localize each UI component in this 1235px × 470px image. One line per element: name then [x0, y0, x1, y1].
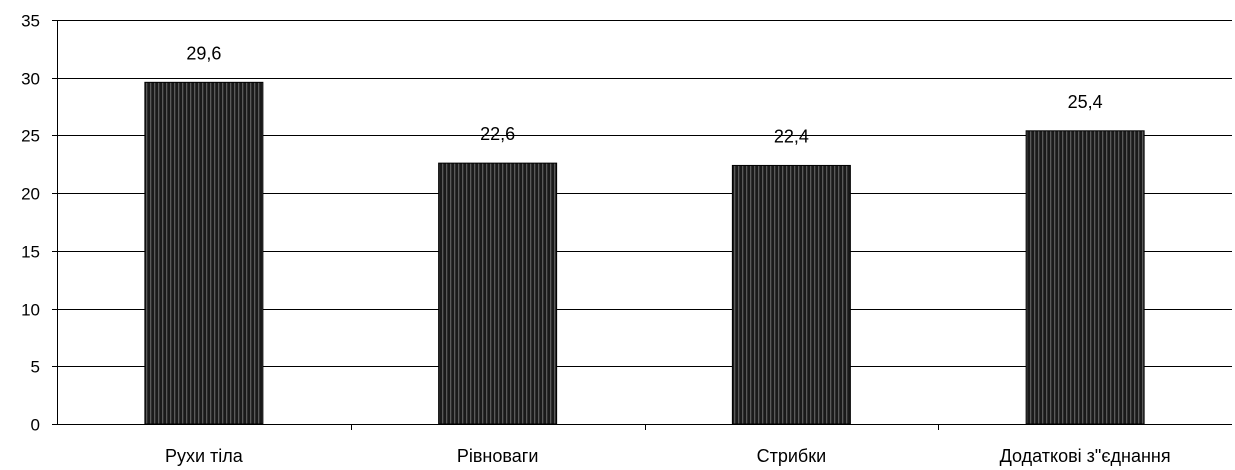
data-label: 22,4	[774, 126, 809, 146]
x-tick-label: Додаткові з"єднання	[1000, 446, 1171, 466]
y-tick-label: 35	[21, 12, 40, 31]
bar	[1025, 130, 1145, 425]
y-tick-label: 10	[21, 301, 40, 320]
data-label: 29,6	[186, 43, 221, 63]
y-tick-labels: 0 5 10 15 20 25 30 35	[21, 12, 40, 435]
bar	[731, 164, 851, 425]
data-labels: 29,6 22,6 22,4 25,4	[186, 43, 1102, 146]
x-tick-label: Рухи тіла	[165, 446, 244, 466]
y-tick-label: 15	[21, 243, 40, 262]
x-tick-label: Рівноваги	[457, 446, 539, 466]
data-label: 22,6	[480, 124, 515, 144]
data-label: 25,4	[1068, 92, 1103, 112]
bars	[144, 81, 1145, 425]
x-tick-labels: Рухи тіла Рівноваги Стрибки Додаткові з"єдн…	[165, 446, 1171, 466]
x-tick-label: Стрибки	[757, 446, 827, 466]
y-tick-label: 5	[31, 358, 40, 377]
y-tick-label: 0	[31, 416, 40, 435]
bar	[144, 81, 264, 425]
y-tick-label: 30	[21, 70, 40, 89]
y-tick-label: 20	[21, 185, 40, 204]
bar	[438, 162, 558, 425]
y-tick-label: 25	[21, 127, 40, 146]
